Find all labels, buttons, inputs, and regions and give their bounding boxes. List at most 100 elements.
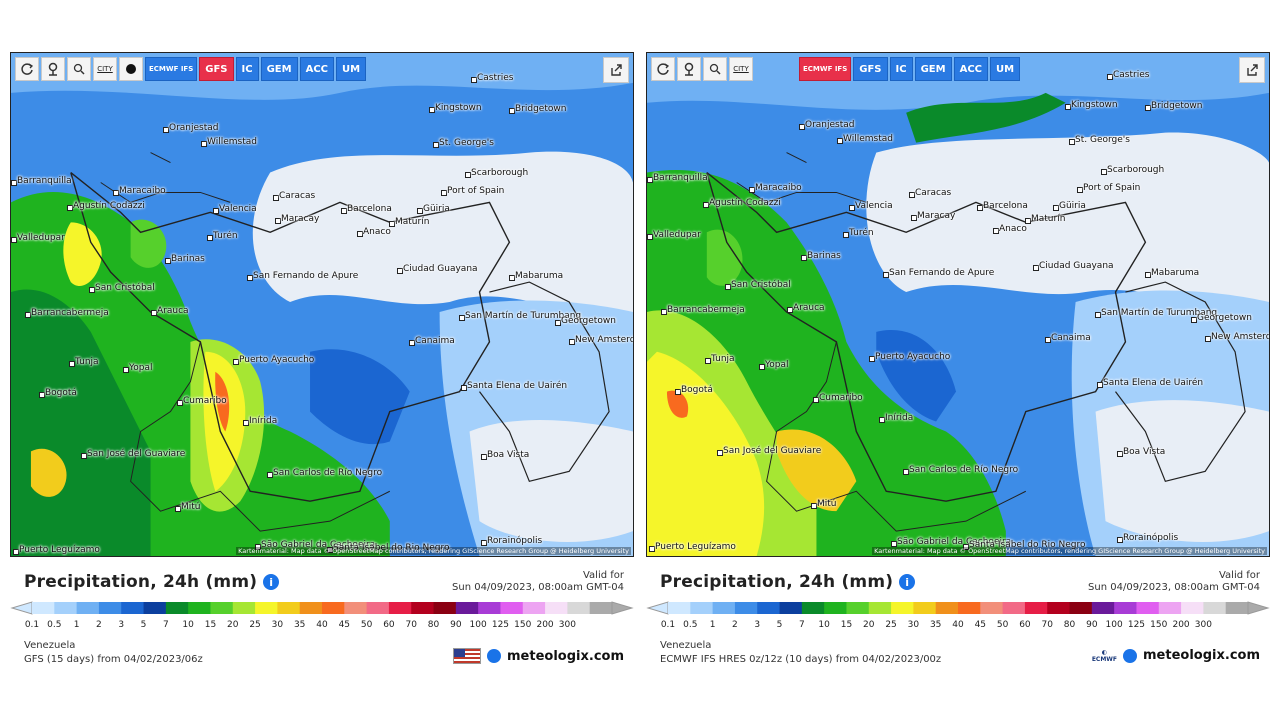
place-label[interactable]: Mabaruma	[1151, 268, 1200, 278]
place-label[interactable]: Ciudad Guayana	[1039, 261, 1114, 271]
place-label[interactable]: Puerto Leguízamo	[19, 545, 100, 555]
place-label[interactable]: Castries	[1113, 70, 1150, 80]
place-label[interactable]: Scarborough	[471, 168, 529, 178]
place-label[interactable]: Tunja	[75, 357, 99, 367]
share-button[interactable]	[1239, 57, 1265, 83]
place-label[interactable]: Oranjestad	[169, 123, 219, 133]
place-label[interactable]: Turén	[213, 231, 238, 241]
model-um-button[interactable]: UM	[990, 57, 1021, 81]
place-label[interactable]: Valencia	[855, 201, 893, 211]
model-gem-button[interactable]: GEM	[260, 57, 298, 81]
place-label[interactable]: St. George's	[439, 138, 494, 148]
place-label[interactable]: Puerto Ayacucho	[239, 355, 315, 365]
info-icon[interactable]: i	[263, 574, 280, 590]
place-label[interactable]: Boa Vista	[487, 450, 530, 460]
place-label[interactable]: Scarborough	[1107, 165, 1165, 175]
place-label[interactable]: San Martín de Turumbang	[465, 311, 582, 321]
place-label[interactable]: Arauca	[157, 306, 189, 316]
place-label[interactable]: Bridgetown	[1151, 101, 1203, 111]
place-label[interactable]: Maturín	[395, 217, 430, 227]
info-icon[interactable]: i	[899, 574, 916, 590]
place-label[interactable]: São Gabriel da Cachoeira	[261, 540, 376, 550]
place-label[interactable]: St. George's	[1075, 135, 1130, 145]
model-ecmwf-button[interactable]: ECMWF IFS	[145, 57, 198, 81]
location-button[interactable]	[41, 57, 65, 81]
place-label[interactable]: Georgetown	[561, 316, 616, 326]
model-ic-button[interactable]: IC	[235, 57, 259, 81]
place-label[interactable]: New Amsterdam	[575, 335, 633, 345]
place-label[interactable]: Valledupar	[653, 230, 701, 240]
city-toggle-button[interactable]: CITY	[729, 57, 753, 81]
place-label[interactable]: Canaima	[415, 336, 455, 346]
place-label[interactable]: Mitú	[817, 499, 837, 509]
place-label[interactable]: Maracaibo	[755, 183, 802, 193]
place-label[interactable]: Barranquilla	[653, 173, 708, 183]
ecmwf-precipitation-map[interactable]: CITY ECMWF IFS GFS IC GEM ACC UM Castrie…	[646, 52, 1270, 557]
model-ic-button[interactable]: IC	[889, 57, 913, 81]
place-label[interactable]: Güiria	[423, 204, 450, 214]
place-label[interactable]: Georgetown	[1197, 313, 1252, 323]
place-label[interactable]: San Carlos de Río Negro	[909, 465, 1019, 475]
place-label[interactable]: Rorainópolis	[1123, 533, 1179, 543]
place-label[interactable]: San José del Guaviare	[87, 449, 186, 459]
place-label[interactable]: Maracaibo	[119, 186, 166, 196]
place-label[interactable]: Inírida	[249, 416, 278, 426]
place-label[interactable]: Barinas	[171, 254, 205, 264]
place-label[interactable]: Turén	[849, 228, 874, 238]
place-label[interactable]: Canaima	[1051, 333, 1091, 343]
place-label[interactable]: Cumaribo	[819, 393, 863, 403]
place-label[interactable]: Barrancabermeja	[667, 305, 745, 315]
place-label[interactable]: Bogotá	[681, 385, 713, 395]
place-label[interactable]: Kingstown	[1071, 100, 1118, 110]
refresh-button[interactable]	[651, 57, 675, 81]
place-label[interactable]: Port of Spain	[447, 186, 505, 196]
place-label[interactable]: Willemstad	[843, 134, 893, 144]
place-label[interactable]: Bogotá	[45, 388, 77, 398]
gfs-precipitation-map[interactable]: CITY ECMWF IFS GFS IC GEM ACC UM Castrie…	[10, 52, 634, 557]
place-label[interactable]: Valencia	[219, 204, 257, 214]
city-toggle-button[interactable]: CITY	[93, 57, 117, 81]
place-label[interactable]: San José del Guaviare	[723, 446, 822, 456]
place-label[interactable]: Barrancabermeja	[31, 308, 109, 318]
place-label[interactable]: Anaco	[999, 224, 1027, 234]
place-label[interactable]: Willemstad	[207, 137, 257, 147]
place-label[interactable]: Maracay	[917, 211, 956, 221]
location-button[interactable]	[677, 57, 701, 81]
place-label[interactable]: Barranquilla	[17, 176, 72, 186]
place-label[interactable]: Oranjestad	[805, 120, 855, 130]
place-label[interactable]: Boa Vista	[1123, 447, 1166, 457]
share-button[interactable]	[603, 57, 629, 83]
place-label[interactable]: Caracas	[279, 191, 316, 201]
place-label[interactable]: Ciudad Guayana	[403, 264, 478, 274]
place-label[interactable]: Santa Elena de Uairén	[467, 381, 568, 391]
layer-toggle-button[interactable]	[119, 57, 143, 81]
place-label[interactable]: San Fernando de Apure	[253, 271, 359, 281]
place-label[interactable]: Valledupar	[17, 233, 65, 243]
place-label[interactable]: Santa Isabel do Rio Negro	[969, 540, 1086, 550]
place-label[interactable]: Maracay	[281, 214, 320, 224]
model-acc-button[interactable]: ACC	[299, 57, 334, 81]
place-label[interactable]: Bridgetown	[515, 104, 567, 114]
place-label[interactable]: Inírida	[885, 413, 914, 423]
place-label[interactable]: Rorainópolis	[487, 536, 543, 546]
place-label[interactable]: Barinas	[807, 251, 841, 261]
place-label[interactable]: Santa Elena de Uairén	[1103, 378, 1204, 388]
place-label[interactable]: Agustín Codazzi	[709, 198, 781, 208]
place-label[interactable]: Barcelona	[347, 204, 392, 214]
place-label[interactable]: Port of Spain	[1083, 183, 1141, 193]
refresh-button[interactable]	[15, 57, 39, 81]
place-label[interactable]: Mabaruma	[515, 271, 564, 281]
place-label[interactable]: Castries	[477, 73, 514, 83]
place-label[interactable]: New Amsterdam	[1211, 332, 1269, 342]
place-label[interactable]: Yopal	[129, 363, 153, 373]
place-label[interactable]: Agustín Codazzi	[73, 201, 145, 211]
place-label[interactable]: Puerto Ayacucho	[875, 352, 951, 362]
model-gfs-button[interactable]: GFS	[199, 57, 234, 81]
place-label[interactable]: Kingstown	[435, 103, 482, 113]
place-label[interactable]: Puerto Leguízamo	[655, 542, 736, 552]
place-label[interactable]: Barcelona	[983, 201, 1028, 211]
place-label[interactable]: San Cristóbal	[95, 283, 155, 293]
place-label[interactable]: Santa Isabel do Rio Negro	[333, 543, 450, 553]
place-label[interactable]: Mitú	[181, 502, 201, 512]
model-um-button[interactable]: UM	[336, 57, 367, 81]
